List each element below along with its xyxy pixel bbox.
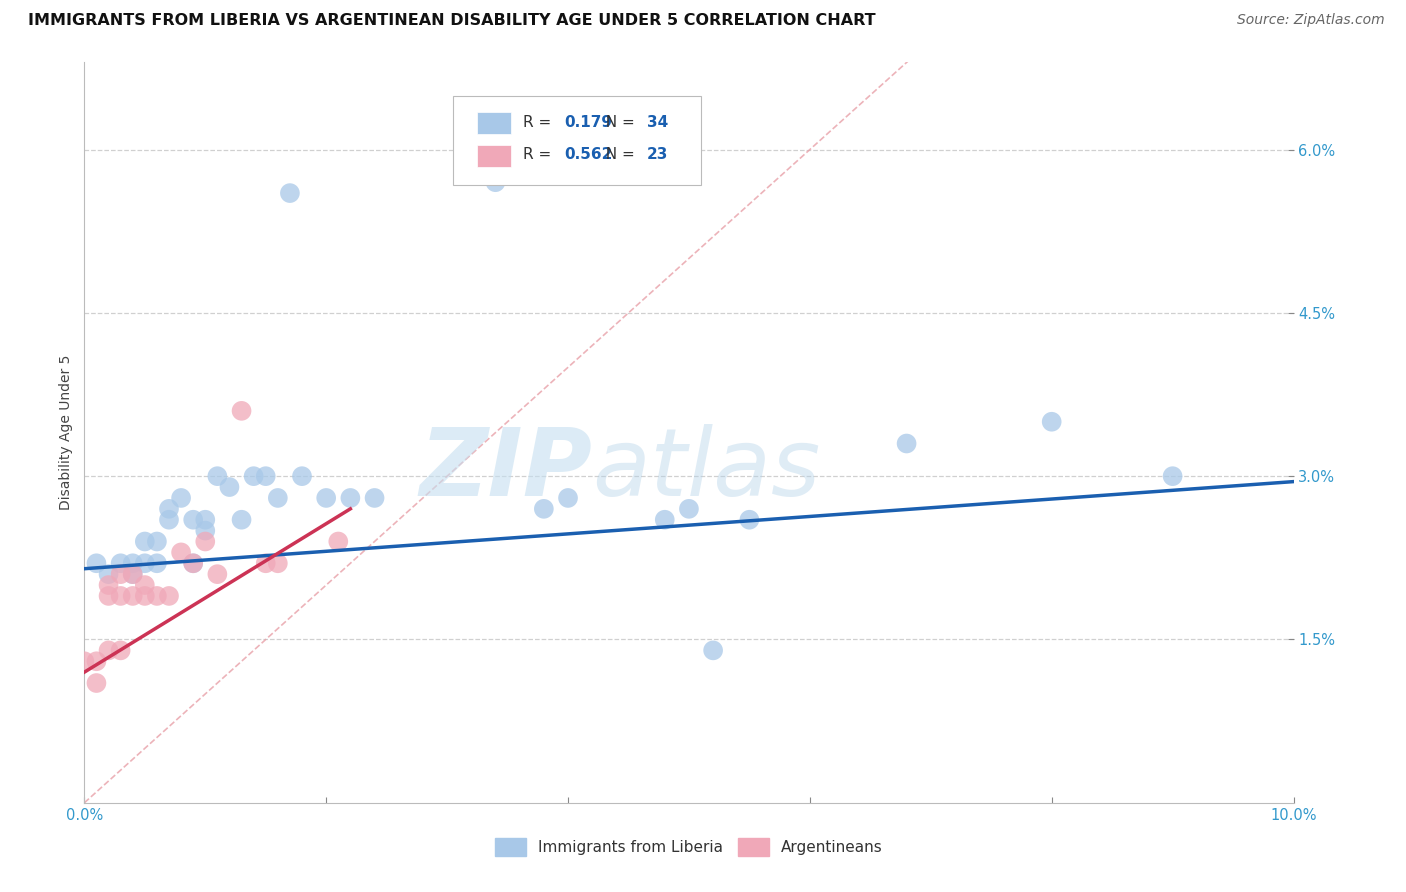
Point (97, 589, 120, 603)
Point (207, 469, 229, 483)
Point (146, 589, 169, 603)
Point (231, 404, 253, 418)
Point (896, 436, 918, 450)
Legend: Immigrants from Liberia, Argentineans: Immigrants from Liberia, Argentineans (489, 832, 889, 862)
Point (181, 556, 204, 570)
Point (121, 567, 143, 582)
Point (207, 567, 229, 582)
Point (242, 469, 264, 483)
Point (557, 491, 579, 505)
Text: ZIP: ZIP (419, 424, 592, 516)
Point (231, 513, 253, 527)
Point (134, 578, 156, 592)
Point (678, 501, 700, 516)
Point (254, 469, 277, 483)
Point (157, 513, 180, 527)
Text: 34: 34 (647, 115, 668, 130)
Point (291, 469, 314, 483)
Point (315, 491, 337, 505)
Point (121, 556, 143, 570)
Point (267, 556, 290, 570)
Text: atlas: atlas (592, 424, 821, 516)
Point (86, 654, 108, 668)
Point (134, 589, 156, 603)
Text: 0.562: 0.562 (564, 147, 613, 162)
Point (533, 501, 555, 516)
Point (86, 676, 108, 690)
Point (218, 480, 240, 494)
Point (181, 556, 204, 570)
FancyBboxPatch shape (478, 145, 512, 167)
Text: N =: N = (596, 115, 640, 130)
FancyBboxPatch shape (453, 95, 702, 185)
Text: R =: R = (523, 115, 557, 130)
Point (146, 556, 169, 570)
Point (1040, 415, 1063, 429)
Text: 0.179: 0.179 (564, 115, 613, 130)
Point (134, 556, 156, 570)
Point (194, 513, 217, 527)
Point (134, 534, 156, 549)
Point (738, 513, 761, 527)
Point (146, 534, 169, 549)
Point (339, 491, 361, 505)
Point (170, 545, 193, 559)
Text: R =: R = (523, 147, 557, 162)
Point (86, 556, 108, 570)
Point (194, 524, 217, 538)
Text: IMMIGRANTS FROM LIBERIA VS ARGENTINEAN DISABILITY AGE UNDER 5 CORRELATION CHART: IMMIGRANTS FROM LIBERIA VS ARGENTINEAN D… (28, 13, 876, 29)
Text: N =: N = (596, 147, 640, 162)
Point (121, 589, 143, 603)
Text: Source: ZipAtlas.com: Source: ZipAtlas.com (1237, 13, 1385, 28)
Point (363, 491, 385, 505)
Point (157, 589, 180, 603)
Point (267, 491, 290, 505)
Point (1161, 469, 1184, 483)
Y-axis label: Disability Age Under 5: Disability Age Under 5 (59, 355, 73, 510)
Point (484, 175, 506, 189)
Point (73, 654, 96, 668)
Point (278, 186, 301, 200)
Point (328, 534, 350, 549)
Point (110, 567, 132, 582)
Point (97, 567, 120, 582)
Text: 23: 23 (647, 147, 668, 162)
Point (97, 643, 120, 657)
Point (97, 578, 120, 592)
Point (654, 513, 676, 527)
Point (110, 589, 132, 603)
Point (702, 643, 724, 657)
Point (157, 501, 180, 516)
Point (254, 556, 277, 570)
Point (121, 567, 143, 582)
Point (181, 513, 204, 527)
FancyBboxPatch shape (478, 112, 512, 135)
Point (194, 534, 217, 549)
Point (110, 643, 132, 657)
Point (110, 556, 132, 570)
Point (170, 491, 193, 505)
